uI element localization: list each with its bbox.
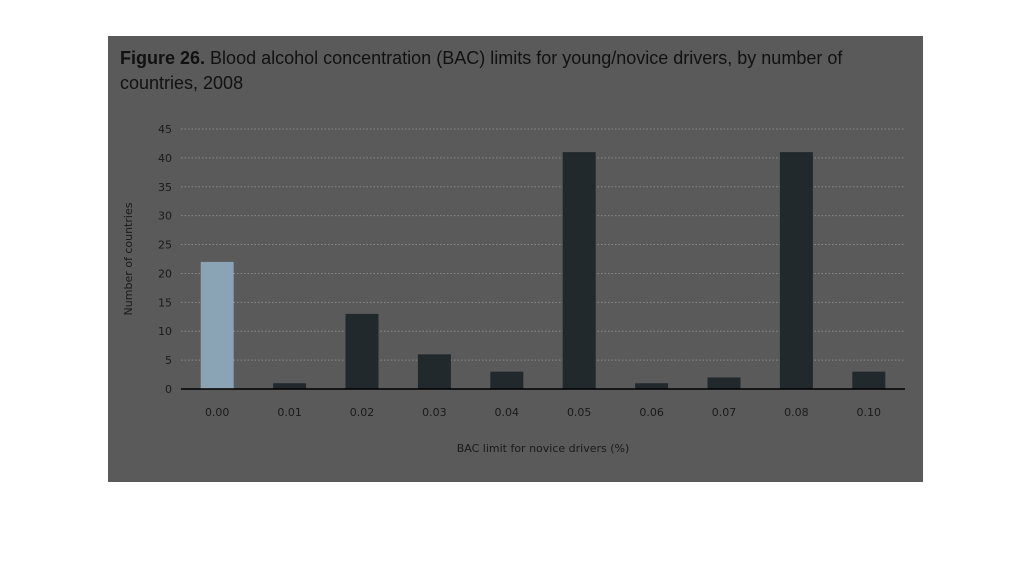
bar-0.02 (345, 313, 379, 389)
y-tick-label: 25 (158, 239, 172, 252)
y-tick-label: 5 (165, 354, 172, 367)
bar-0.05 (562, 152, 596, 389)
x-tick-label: 0.04 (495, 406, 520, 419)
bar-0.01 (273, 383, 307, 389)
bar-0.08 (779, 152, 813, 389)
x-tick-label: 0.08 (784, 406, 809, 419)
y-axis-title: Number of countries (122, 202, 135, 315)
bar-0.10 (852, 371, 886, 389)
y-tick-label: 15 (158, 296, 172, 309)
bar-0.06 (635, 383, 669, 389)
bar-chart: 0 5 10 15 20 25 30 35 40 45 0.00 0.01 0.02 0.03 0.04 0.… (122, 123, 905, 455)
y-tick-label: 10 (158, 325, 172, 338)
x-tick-label: 0.06 (639, 406, 664, 419)
x-tick-label: 0.00 (205, 406, 230, 419)
figure-title: Figure 26. Blood alcohol concentration (… (120, 46, 890, 96)
figure-panel: Figure 26. Blood alcohol concentration (… (108, 36, 923, 482)
figure-label: Figure 26. (120, 48, 206, 68)
figure-title-text: Blood alcohol concentration (BAC) limits… (120, 48, 843, 93)
x-tick-label: 0.07 (712, 406, 737, 419)
y-tick-label: 40 (158, 152, 172, 165)
x-tick-label: 0.03 (422, 406, 447, 419)
y-tick-label: 35 (158, 181, 172, 194)
bar-0.07 (707, 377, 741, 389)
y-tick-label: 45 (158, 123, 172, 136)
x-tick-label: 0.02 (350, 406, 375, 419)
x-tick-label: 0.01 (277, 406, 302, 419)
bar-0.04 (490, 371, 524, 389)
x-axis-title: BAC limit for novice drivers (%) (457, 442, 630, 455)
bar-0.00 (200, 261, 234, 389)
x-tick-label: 0.05 (567, 406, 592, 419)
y-tick-label: 20 (158, 267, 172, 280)
bars (200, 152, 886, 389)
y-tick-label: 30 (158, 210, 172, 223)
axis-labels: 0 5 10 15 20 25 30 35 40 45 0.00 0.01 0.02 0.03 0.04 0.… (122, 123, 881, 455)
y-tick-label: 0 (165, 383, 172, 396)
x-tick-label: 0.10 (857, 406, 882, 419)
bar-0.03 (417, 354, 451, 389)
